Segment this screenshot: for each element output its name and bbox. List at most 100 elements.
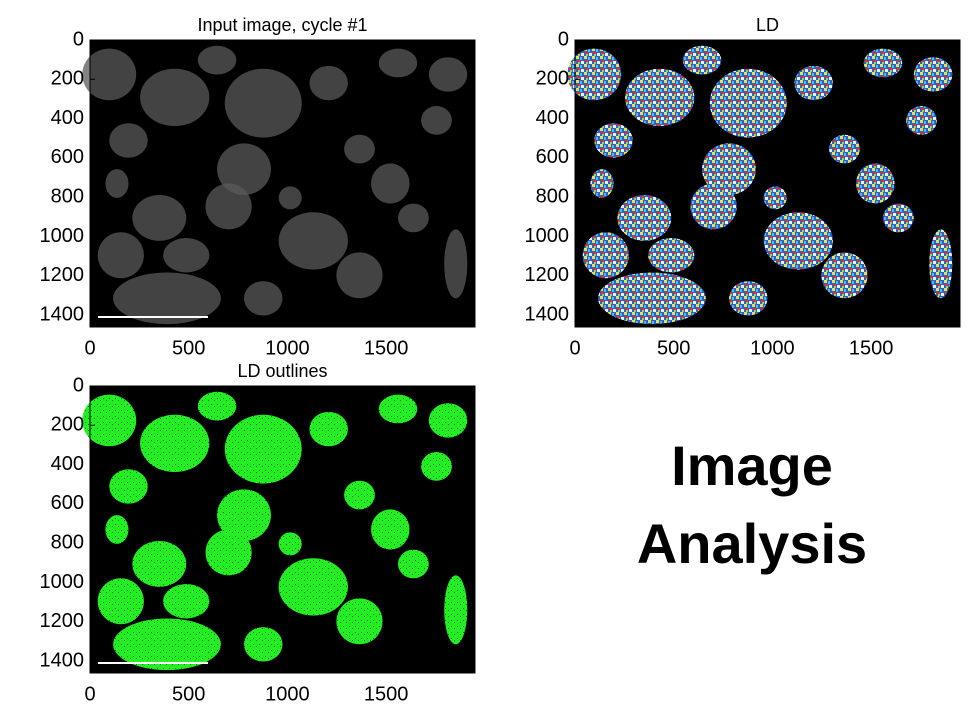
cell bbox=[140, 414, 210, 473]
cell bbox=[625, 68, 695, 127]
cell bbox=[428, 403, 468, 438]
cell bbox=[132, 194, 187, 241]
cell bbox=[197, 45, 237, 75]
cell bbox=[278, 558, 348, 616]
cell bbox=[244, 627, 283, 662]
cell bbox=[163, 584, 210, 619]
cell bbox=[398, 549, 429, 579]
cell bbox=[309, 411, 348, 447]
cell bbox=[709, 68, 787, 138]
cell bbox=[428, 57, 468, 92]
cell bbox=[113, 618, 221, 671]
cell bbox=[582, 232, 629, 279]
cell bbox=[883, 203, 914, 233]
x-tick-label: 500 bbox=[172, 683, 205, 705]
cell bbox=[278, 532, 302, 556]
y-tick-label: 0 bbox=[558, 28, 569, 50]
cell bbox=[278, 212, 348, 270]
cell bbox=[598, 272, 706, 325]
panel-title: LD outlines bbox=[237, 361, 327, 381]
cell bbox=[906, 106, 937, 135]
x-tick-label: 1500 bbox=[849, 337, 894, 359]
cell bbox=[105, 169, 129, 198]
cell bbox=[594, 123, 633, 158]
cell bbox=[163, 238, 210, 273]
cell bbox=[421, 106, 452, 135]
cell bbox=[197, 391, 237, 421]
x-tick-label: 0 bbox=[84, 683, 95, 705]
panel-title: Input image, cycle #1 bbox=[197, 15, 367, 35]
y-tick-label: 1000 bbox=[40, 225, 85, 247]
cell bbox=[398, 203, 429, 233]
x-tick-label: 1000 bbox=[265, 337, 310, 359]
y-tick-label: 1200 bbox=[40, 610, 85, 632]
cell bbox=[113, 272, 221, 325]
y-tick-label: 200 bbox=[51, 414, 84, 436]
y-tick-label: 200 bbox=[51, 68, 84, 90]
cell bbox=[336, 598, 383, 645]
cell bbox=[205, 529, 252, 576]
cell bbox=[378, 394, 418, 424]
y-tick-label: 1400 bbox=[525, 303, 570, 325]
axes-frame bbox=[89, 39, 476, 328]
cell bbox=[344, 480, 375, 510]
x-tick-label: 1000 bbox=[750, 337, 795, 359]
y-tick-label: 0 bbox=[73, 28, 84, 50]
y-tick-label: 400 bbox=[51, 453, 84, 475]
y-tick-label: 600 bbox=[51, 146, 84, 168]
cell bbox=[421, 452, 452, 481]
cell bbox=[590, 169, 614, 198]
cell bbox=[140, 68, 210, 127]
cell bbox=[132, 540, 187, 587]
y-tick-label: 200 bbox=[536, 68, 569, 90]
cell bbox=[97, 232, 144, 279]
y-tick-label: 0 bbox=[73, 374, 84, 396]
cell bbox=[82, 394, 137, 447]
y-tick-label: 400 bbox=[51, 107, 84, 129]
cell bbox=[682, 45, 722, 75]
cell bbox=[567, 48, 622, 101]
cell bbox=[444, 575, 468, 645]
cell bbox=[97, 578, 144, 625]
cell bbox=[913, 57, 953, 92]
cell bbox=[371, 509, 410, 550]
cell bbox=[109, 469, 148, 504]
x-tick-label: 1500 bbox=[364, 683, 409, 705]
y-tick-label: 1400 bbox=[40, 649, 85, 671]
cell bbox=[371, 163, 410, 204]
cell bbox=[829, 134, 860, 164]
cell bbox=[244, 281, 283, 316]
cell bbox=[690, 183, 737, 230]
cell bbox=[702, 143, 756, 195]
cell bbox=[109, 123, 148, 158]
cell bbox=[856, 163, 895, 204]
cell bbox=[378, 48, 418, 78]
cell bbox=[863, 48, 903, 78]
y-tick-label: 1400 bbox=[40, 303, 85, 325]
cell bbox=[105, 515, 129, 544]
cell bbox=[763, 186, 787, 210]
y-tick-label: 1000 bbox=[525, 225, 570, 247]
cell bbox=[729, 281, 768, 316]
y-tick-label: 800 bbox=[51, 532, 84, 554]
cell bbox=[344, 134, 375, 164]
cell bbox=[929, 229, 953, 299]
cell bbox=[217, 143, 271, 195]
cell bbox=[821, 252, 868, 299]
y-tick-label: 800 bbox=[51, 186, 84, 208]
cell bbox=[336, 252, 383, 299]
cell bbox=[648, 238, 695, 273]
panel: LD 0 200 400 600 800 1000 1200 1400 0 500 1000 1500 bbox=[525, 15, 961, 359]
x-tick-label: 500 bbox=[172, 337, 205, 359]
x-tick-label: 0 bbox=[84, 337, 95, 359]
cell bbox=[82, 48, 137, 101]
panel-title: LD bbox=[756, 15, 779, 35]
y-tick-label: 600 bbox=[536, 146, 569, 168]
x-tick-label: 500 bbox=[657, 337, 690, 359]
cell bbox=[217, 489, 271, 541]
y-tick-label: 1200 bbox=[40, 264, 85, 286]
cell bbox=[794, 65, 833, 101]
cell bbox=[224, 68, 302, 138]
